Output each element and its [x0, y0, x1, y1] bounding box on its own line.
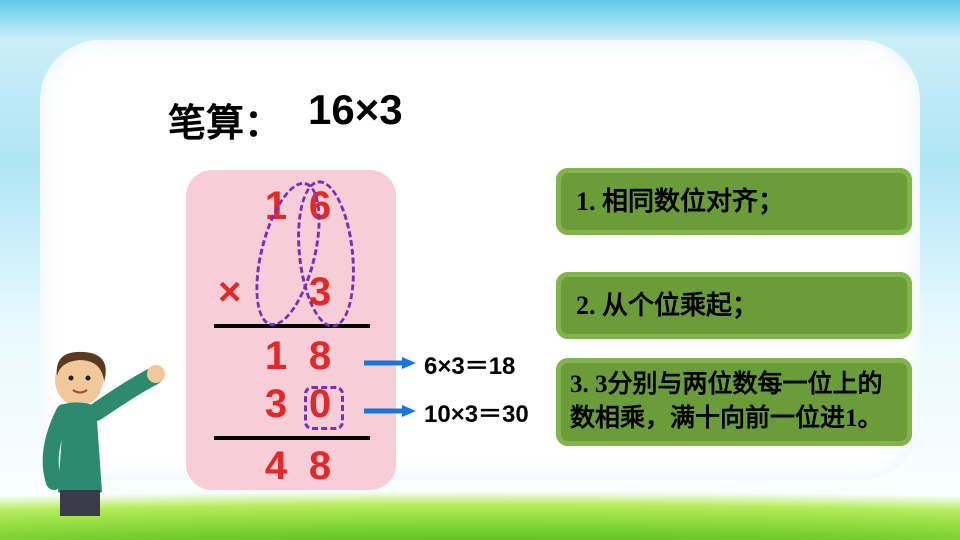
partial-1: 18 [258, 334, 346, 379]
title-label: 笔算： [168, 92, 282, 147]
rule-line [214, 324, 370, 328]
calculation-box: 16 × 3 18 30 48 [186, 170, 396, 490]
digit: 3 [258, 382, 302, 427]
rule-line [214, 436, 370, 440]
teacher-illustration [24, 342, 174, 522]
problem-text: 16×3 [308, 86, 403, 134]
digit: 8 [302, 334, 346, 379]
sky-gradient [0, 0, 960, 40]
step-box-3: 3. 3分别与两位数每一位上的数相乘，满十向前一位进1。 [556, 358, 912, 446]
arrow-icon [364, 404, 416, 416]
result-row: 48 [258, 444, 346, 489]
step-box-2: 2. 从个位乘起； [556, 272, 912, 339]
annotation-1: 6×3＝18 [424, 346, 515, 381]
digit: 1 [258, 334, 302, 379]
digit: 4 [258, 444, 302, 489]
step-box-1: 1. 相同数位对齐； [556, 168, 912, 235]
multiply-sign: × [218, 270, 249, 315]
annotation-2: 10×3＝30 [424, 394, 529, 429]
digit: 8 [302, 444, 346, 489]
dashed-box-highlight [304, 386, 344, 430]
arrow-icon [364, 356, 416, 368]
